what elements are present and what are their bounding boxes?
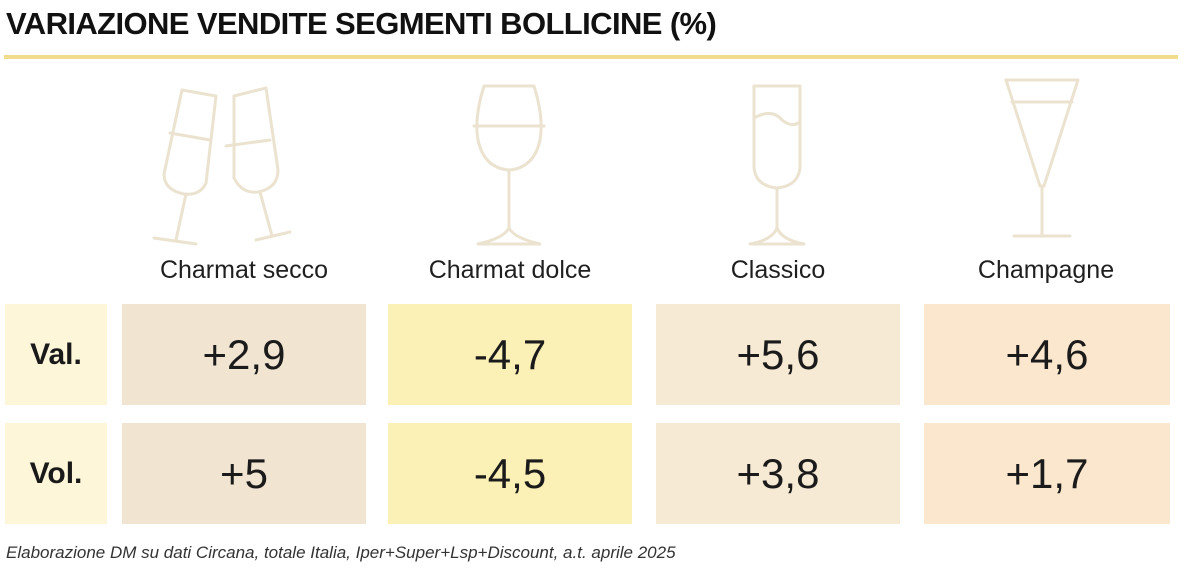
- column-label-classico: Classico: [730, 256, 826, 284]
- cell-vol-champagne: +1,7: [924, 423, 1170, 524]
- cell-val-charmat-secco: +2,9: [122, 304, 366, 405]
- clinking-flutes-icon: [148, 78, 298, 248]
- column-label-charmat-dolce: Charmat dolce: [428, 256, 592, 284]
- flute-glass-icon: [742, 78, 812, 248]
- source-note: Elaborazione DM su dati Circana, totale …: [6, 543, 676, 562]
- cell-vol-classico: +3,8: [656, 423, 900, 524]
- cell-val-champagne: +4,6: [924, 304, 1170, 405]
- title-rule: [4, 55, 1178, 59]
- column-label-charmat-secco: Charmat secco: [159, 256, 329, 284]
- cell-val-classico: +5,6: [656, 304, 900, 405]
- coupe-cone-glass-icon: [1000, 78, 1084, 248]
- cell-vol-charmat-secco: +5: [122, 423, 366, 524]
- chart-title: VARIAZIONE VENDITE SEGMENTI BOLLICINE (%…: [6, 6, 717, 41]
- wine-glass-icon: [464, 78, 554, 248]
- cell-val-charmat-dolce: -4,7: [388, 304, 632, 405]
- column-label-champagne: Champagne: [977, 256, 1115, 284]
- cell-vol-charmat-dolce: -4,5: [388, 423, 632, 524]
- row-label-val: Val.: [5, 304, 107, 405]
- row-label-vol: Vol.: [5, 423, 107, 524]
